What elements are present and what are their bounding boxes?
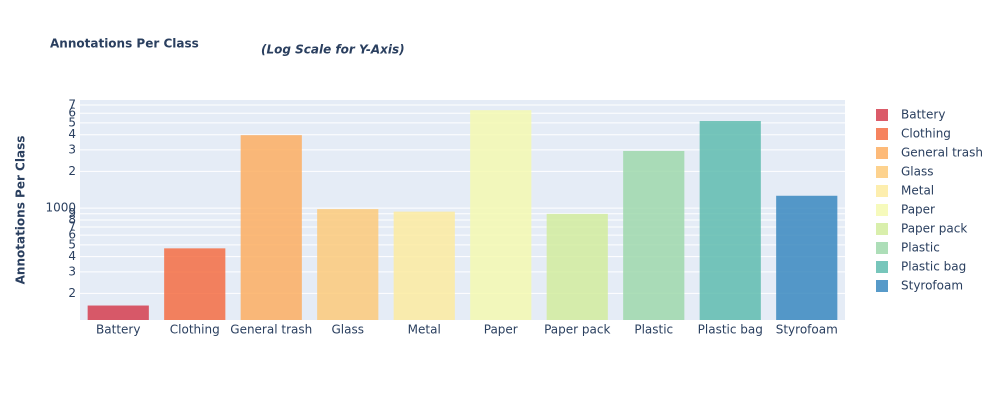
legend-swatch	[876, 204, 888, 216]
y-tick-label: 1000	[45, 201, 76, 215]
x-tick-label: Plastic bag	[698, 323, 763, 337]
y-tick-label: 5	[68, 115, 76, 129]
y-tick-label: 8	[68, 212, 76, 226]
y-tick-label: 5	[68, 237, 76, 251]
legend-label: Plastic	[901, 241, 940, 255]
bar	[87, 305, 149, 320]
bar	[317, 209, 379, 320]
x-tick-label: Paper pack	[544, 323, 610, 337]
legend-swatch	[876, 261, 888, 273]
legend-swatch	[876, 242, 888, 254]
bar	[546, 213, 608, 320]
x-tick-label: Paper	[484, 323, 518, 337]
x-tick-label: General trash	[230, 323, 312, 337]
chart-subtitle: (Log Scale for Y-Axis)	[261, 43, 405, 57]
y-tick-label: 6	[68, 106, 76, 120]
y-tick-label: 6	[68, 228, 76, 242]
x-tick-label: Clothing	[170, 323, 220, 337]
y-axis-label: Annotations Per Class	[14, 136, 28, 285]
legend-label: Paper	[901, 203, 935, 217]
x-tick-label: Metal	[408, 323, 441, 337]
x-tick-label: Glass	[332, 323, 365, 337]
bar	[470, 110, 532, 321]
y-tick-label: 3	[68, 142, 76, 156]
legend-label: Clothing	[901, 127, 951, 141]
legend-swatch	[876, 185, 888, 197]
x-tick-label: Plastic	[634, 323, 673, 337]
legend-swatch	[876, 128, 888, 140]
y-tick-label: 2	[68, 164, 76, 178]
y-tick-label: 7	[68, 220, 76, 234]
bar	[623, 150, 685, 320]
y-tick-label: 3	[68, 264, 76, 278]
bar	[776, 195, 838, 320]
legend-swatch	[876, 280, 888, 292]
bar	[393, 211, 455, 320]
legend-swatch	[876, 109, 888, 121]
legend-label: Metal	[901, 184, 934, 198]
y-tick-label: 4	[68, 249, 76, 263]
bar	[240, 135, 302, 320]
x-tick-label: Battery	[96, 323, 140, 337]
legend-label: Battery	[901, 108, 945, 122]
legend-swatch	[876, 147, 888, 159]
legend-label: Glass	[901, 165, 934, 179]
chart-title: Annotations Per Class	[50, 37, 199, 51]
y-tick-label: 2	[68, 286, 76, 300]
legend-swatch	[876, 223, 888, 235]
legend-label: Styrofoam	[901, 279, 963, 293]
y-tick-label: 4	[68, 127, 76, 141]
legend-label: Plastic bag	[901, 260, 966, 274]
legend-swatch	[876, 166, 888, 178]
bar	[699, 121, 761, 320]
y-tick-label: 7	[68, 98, 76, 112]
bar	[164, 248, 226, 320]
legend-label: Paper pack	[901, 222, 967, 236]
y-tick-label: 9	[68, 206, 76, 220]
x-tick-label: Styrofoam	[776, 323, 838, 337]
legend-label: General trash	[901, 146, 983, 160]
